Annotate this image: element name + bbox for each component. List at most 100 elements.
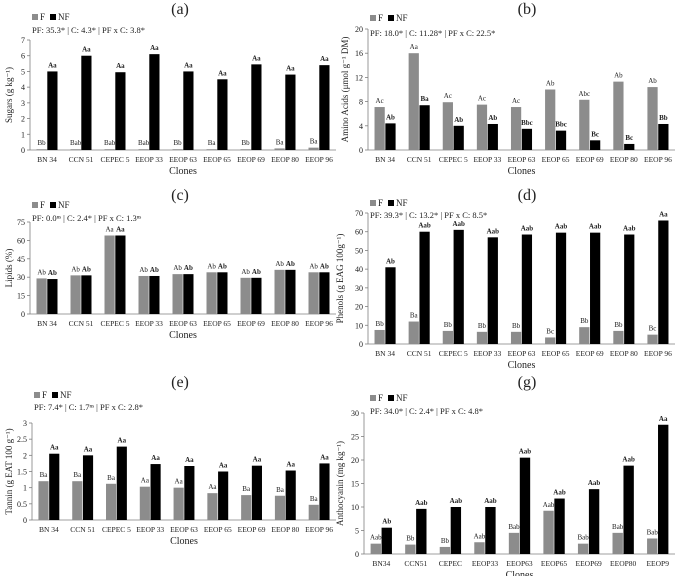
bar-f — [545, 337, 556, 344]
bar-f — [274, 495, 286, 520]
x-tick-label: EEOP 80 — [610, 349, 638, 358]
y-tick-label: 0 — [359, 146, 363, 155]
bar-f — [647, 538, 658, 554]
bar-nf — [416, 508, 427, 554]
y-tick-label: 12 — [355, 73, 363, 82]
bar-nf — [319, 463, 330, 520]
bar-f — [138, 149, 149, 150]
x-tick-label: CCN 51 — [407, 349, 432, 358]
x-tick-label: EEOP 69 — [576, 349, 604, 358]
legend-label-f: F — [378, 393, 383, 403]
data-label-f: Bb — [444, 321, 453, 329]
x-tick-label: EEOP 33 — [136, 525, 164, 534]
data-label-nf: Ab — [386, 257, 395, 265]
data-label-f: Bab — [508, 523, 520, 531]
x-tick-label: CCN 51 — [69, 319, 94, 328]
bar-nf — [150, 464, 161, 520]
bar-f — [138, 275, 149, 314]
x-tick-label: BN 34 — [37, 155, 57, 164]
bar-f — [442, 330, 453, 344]
x-tick-label: EEOP 80 — [271, 155, 299, 164]
bar-f — [240, 277, 251, 314]
bar-f — [370, 543, 381, 554]
y-tick-label: 1 — [21, 130, 25, 139]
data-label-nf: Aa — [50, 444, 59, 452]
y-tick-label: 30 — [355, 284, 363, 293]
data-label-f: Bab — [577, 534, 589, 542]
bar-f — [510, 331, 522, 344]
chart-panel-b: (b) F NF PF: 18.0* | C: 11.28* | PF x C: 22… — [340, 1, 675, 177]
y-tick-label: 8 — [359, 98, 363, 107]
data-label-nf: Aa — [151, 454, 160, 462]
y-tick-label: 60 — [17, 236, 25, 245]
data-label-f: Bab — [612, 523, 624, 531]
bar-nf — [658, 123, 669, 150]
bar-nf — [590, 140, 601, 150]
bar-f — [374, 107, 385, 150]
chart-panel-d: (d) F NF PF: 39.3* | C: 13.2* | PF x C: 8.5… — [335, 187, 675, 371]
legend-swatch-f — [34, 392, 40, 398]
legend-swatch-nf — [52, 392, 58, 398]
data-label-nf: Aab — [521, 225, 534, 233]
bar-f — [476, 104, 488, 150]
chart-panel-g: (g) F NF PF: 34.0* | C: 2.4* | PF x C: 4.8*… — [335, 374, 675, 576]
legend-label-nf: NF — [60, 390, 72, 400]
data-label-f: Ab — [309, 262, 318, 270]
data-label-nf: Bbc — [521, 119, 533, 127]
bar-nf — [519, 457, 531, 554]
legend-swatch-nf — [388, 15, 394, 21]
bar-nf — [183, 274, 194, 314]
data-label-f: Aa — [106, 225, 115, 233]
stats-text: PF: 18.0* | C: 11.28* | PF x C: 22.5* — [370, 28, 495, 38]
data-label-nf: Ab — [382, 518, 391, 526]
x-tick-label: EEOP69 — [575, 559, 602, 568]
data-label-nf: Aab — [452, 220, 465, 228]
bar-f — [274, 269, 285, 314]
bar-f — [613, 330, 624, 344]
y-tick-label: 20 — [351, 456, 359, 465]
data-label-f: Bab — [647, 528, 659, 536]
y-tick-label: 45 — [17, 255, 25, 264]
bar-nf — [81, 55, 92, 150]
y-tick-label: 5 — [355, 527, 359, 536]
data-label-f: Aab — [370, 534, 382, 542]
x-tick-label: BN34 — [372, 559, 390, 568]
bar-nf — [624, 143, 635, 150]
x-tick-label: EEOP 96 — [305, 525, 333, 534]
y-tick-label: 50 — [355, 246, 363, 255]
x-tick-label: EEOP9 — [646, 559, 669, 568]
x-tick-label: EEOP80 — [610, 559, 637, 568]
bar-f — [206, 149, 217, 150]
data-label-f: Bab — [70, 139, 82, 147]
data-label-nf: Aab — [623, 225, 636, 233]
y-axis-title: Anthocyanin (mg kg⁻¹) — [335, 441, 345, 526]
data-label-nf: Bc — [625, 134, 633, 142]
bar-nf — [453, 125, 464, 150]
x-tick-label: EEOP 96 — [644, 155, 672, 164]
y-tick-label: 40 — [355, 265, 363, 274]
bar-nf — [251, 465, 262, 520]
y-tick-label: 30 — [351, 409, 359, 418]
legend-swatch-nf — [50, 14, 56, 20]
bar-f — [405, 544, 416, 554]
data-label-nf: Ab — [286, 260, 295, 268]
y-tick-label: 30 — [17, 273, 25, 282]
bar-nf — [419, 105, 430, 150]
data-label-nf: Aab — [484, 497, 497, 505]
data-label-f: Bc — [649, 325, 657, 333]
data-label-f: Ba — [276, 138, 285, 146]
bar-f — [72, 481, 83, 520]
x-tick-label: CEPEC 5 — [102, 525, 131, 534]
data-label-f: Ba — [276, 486, 285, 494]
data-label-f: Aab — [474, 532, 486, 540]
data-label-nf: Aa — [659, 210, 668, 218]
y-tick-label: 10 — [351, 503, 359, 512]
x-tick-label: CEPEC 5 — [439, 349, 468, 358]
y-tick-label: 2.5 — [17, 435, 27, 444]
bar-nf — [251, 64, 262, 150]
bar-f — [439, 546, 451, 554]
bar-f — [173, 487, 184, 520]
y-axis-title: Sugars (g kg⁻¹) — [4, 67, 14, 123]
bar-f — [104, 235, 115, 314]
data-label-f: Bb — [512, 322, 521, 330]
